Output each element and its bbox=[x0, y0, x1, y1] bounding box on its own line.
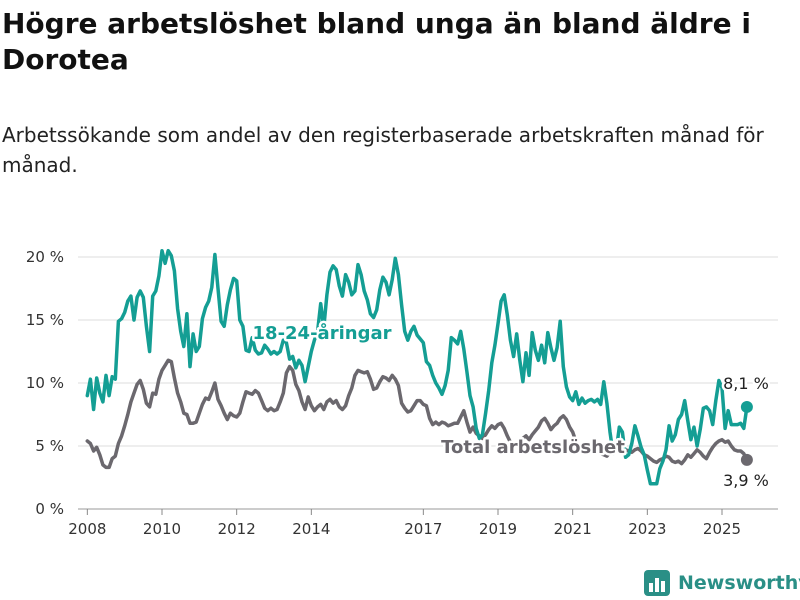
bar-chart-logo-icon bbox=[644, 570, 670, 596]
y-tick-label: 0 % bbox=[35, 500, 64, 518]
y-tick-label: 15 % bbox=[26, 311, 64, 329]
x-tick-label: 2019 bbox=[479, 520, 517, 538]
x-axis-ticks: 2008 2010 2012 2014 2017 2019 2021 2023 2025 bbox=[68, 509, 741, 538]
series-label-youth: 18-24-åringar bbox=[253, 322, 392, 344]
y-axis-ticks: 0 % 5 % 10 % 15 % 20 % bbox=[26, 248, 64, 518]
x-tick-label: 2010 bbox=[143, 520, 181, 538]
chart-title: Högre arbetslöshet bland unga än bland ä… bbox=[2, 7, 751, 76]
x-tick-label: 2014 bbox=[292, 520, 330, 538]
series-label-total-halo: Total arbetslöshet bbox=[441, 437, 625, 458]
series-label-youth-halo: 18-24-åringar bbox=[253, 322, 392, 344]
x-tick-label: 2021 bbox=[554, 520, 592, 538]
y-tick-label: 5 % bbox=[35, 437, 64, 455]
series-line-total bbox=[85, 358, 749, 470]
end-label-total-halo: 3,9 % bbox=[723, 471, 769, 490]
grid-lines bbox=[78, 256, 778, 510]
x-tick-label: 2025 bbox=[703, 520, 741, 538]
newsworthy-brand[interactable]: Newsworthy bbox=[644, 566, 800, 600]
x-tick-label: 2008 bbox=[68, 520, 106, 538]
end-point-total bbox=[740, 453, 753, 466]
end-label-total: 3,9 % bbox=[723, 471, 769, 490]
series-label-total: Total arbetslöshet bbox=[441, 437, 625, 458]
x-tick-label: 2012 bbox=[218, 520, 256, 538]
chart-subtitle: Arbetssökande som andel av den registerb… bbox=[2, 123, 764, 177]
end-label-youth-halo: 8,1 % bbox=[723, 374, 769, 393]
y-tick-label: 10 % bbox=[26, 374, 64, 392]
end-label-youth: 8,1 % bbox=[723, 374, 769, 393]
series-lines bbox=[85, 248, 753, 486]
y-tick-label: 20 % bbox=[26, 248, 64, 266]
x-tick-label: 2017 bbox=[404, 520, 442, 538]
x-tick-label: 2023 bbox=[628, 520, 666, 538]
brand-label: Newsworthy bbox=[678, 572, 800, 594]
end-point-youth bbox=[740, 400, 753, 413]
series-line-youth bbox=[85, 248, 749, 486]
line-chart: 0 %5 %10 %15 %20 % 2008 2010 2012 2014 2017 2… bbox=[26, 248, 778, 538]
